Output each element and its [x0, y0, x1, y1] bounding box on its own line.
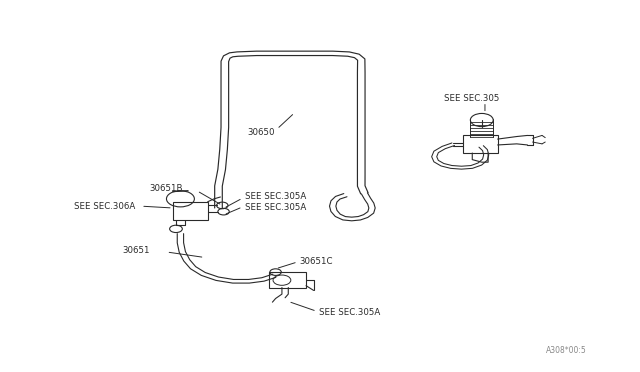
- Text: A308*00:5: A308*00:5: [546, 346, 586, 355]
- Text: SEE SEC.305A: SEE SEC.305A: [244, 192, 306, 202]
- Text: 30650: 30650: [247, 128, 275, 137]
- Text: SEE SEC.305A: SEE SEC.305A: [244, 203, 306, 212]
- Text: SEE SEC.305: SEE SEC.305: [444, 94, 499, 103]
- Text: SEE SEC.305A: SEE SEC.305A: [319, 308, 380, 317]
- Text: 30651C: 30651C: [300, 257, 333, 266]
- Text: 30651: 30651: [122, 246, 150, 254]
- Text: SEE SEC.306A: SEE SEC.306A: [74, 202, 136, 211]
- Text: 30651B: 30651B: [149, 184, 183, 193]
